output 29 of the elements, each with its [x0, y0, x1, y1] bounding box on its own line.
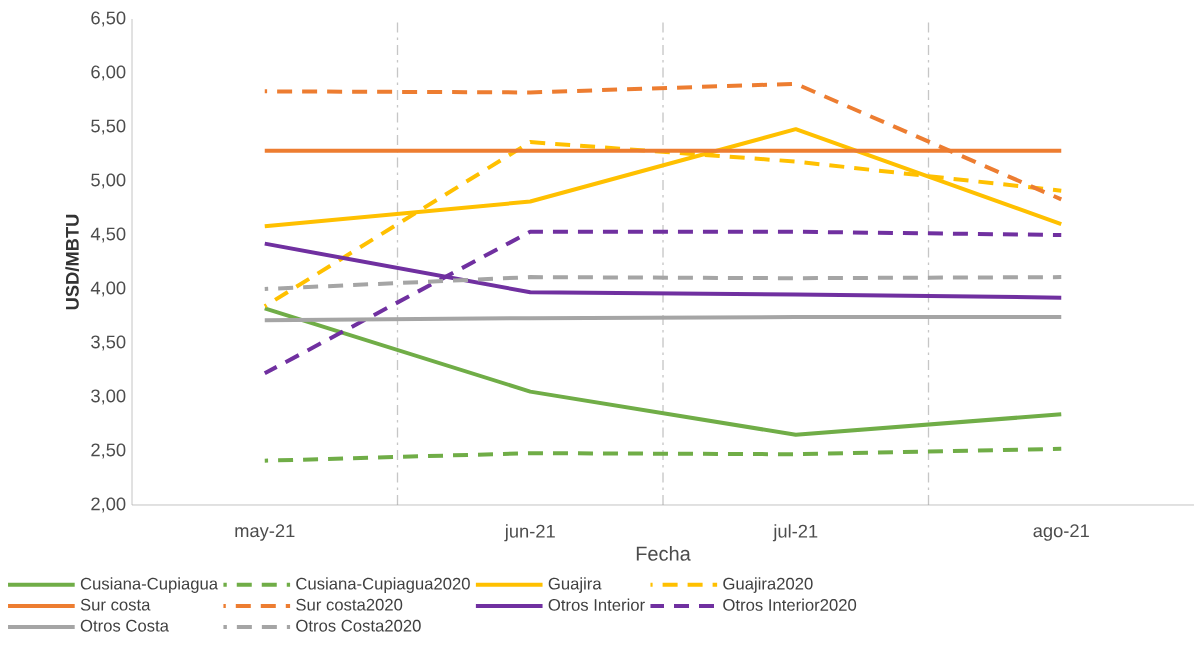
line-series [262, 81, 1064, 202]
legend-label: Guajira2020 [723, 577, 813, 593]
legend-label: Otros Costa [80, 619, 169, 632]
y-tick-label: 3,50 [91, 335, 126, 351]
legend-label: Otros Interior [548, 598, 645, 611]
y-tick-label: 3,00 [91, 389, 126, 405]
x-axis-title: Fecha [636, 546, 691, 561]
x-tick-label: jun-21 [504, 524, 555, 542]
legend-label: Sur costa2020 [296, 598, 403, 611]
y-tick-label: 4,50 [90, 227, 126, 243]
x-tick-label: ago-21 [1033, 524, 1089, 541]
legend-label: Cusiana-Cupiagua [80, 577, 219, 593]
x-tick-label: jul-21 [772, 524, 818, 542]
y-tick-label: 2,50 [91, 443, 126, 459]
x-tick-label: may-21 [235, 524, 295, 541]
legend-label: Cusiana-Cupiagua2020 [296, 577, 470, 593]
y-tick-label: 4,00 [90, 281, 126, 297]
y-tick-label: 6,50 [91, 11, 126, 27]
legend-label: Otros Costa2020 [296, 619, 421, 632]
y-tick-label: 5,50 [91, 119, 126, 135]
y-tick-label: 5,00 [91, 173, 126, 189]
line-series [262, 306, 1064, 437]
legend-label: Otros Interior2020 [723, 598, 857, 611]
y-tick-label: 2,00 [91, 497, 126, 513]
line-series [262, 446, 1064, 463]
legend-label: Guajira [548, 577, 602, 593]
y-axis-title: USD/MBTU [65, 214, 79, 310]
legend-label: Sur costa [80, 598, 151, 611]
y-tick-label: 6,00 [91, 65, 126, 81]
